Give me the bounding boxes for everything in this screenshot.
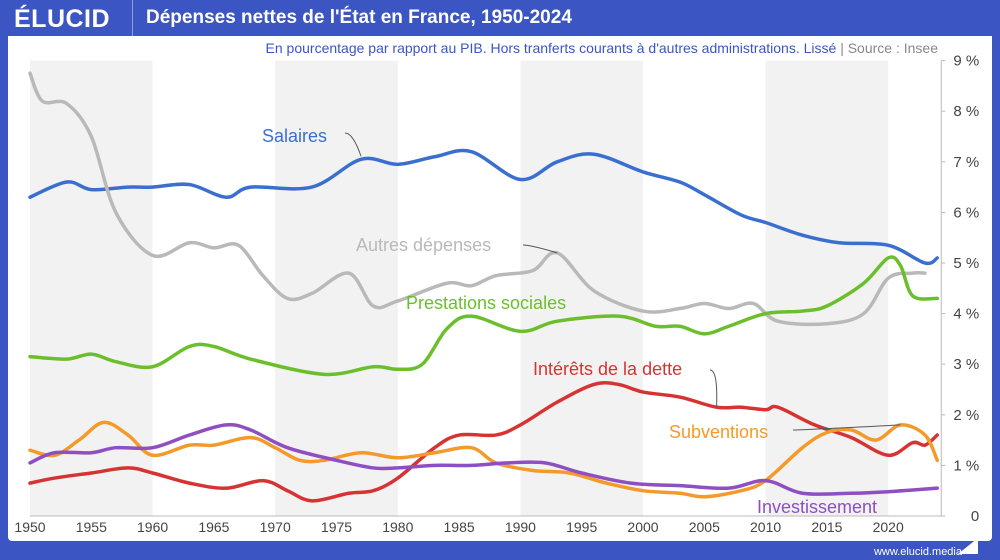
series-line-5 xyxy=(28,422,939,496)
x-tick-label: 1995 xyxy=(566,519,597,535)
y-tick-label: 4 % xyxy=(953,306,979,323)
x-tick-label: 1955 xyxy=(76,519,107,535)
decade-band xyxy=(765,60,889,516)
series-label: Prestations sociales xyxy=(406,293,566,313)
header-divider xyxy=(132,0,133,36)
logo: ÉLUCID xyxy=(14,5,111,33)
series-line-3 xyxy=(28,381,939,503)
leader-line xyxy=(709,369,718,408)
y-tick-label: 5 % xyxy=(953,255,979,272)
x-tick-label: 1975 xyxy=(321,519,352,535)
series-line-1 xyxy=(28,71,927,327)
y-tick-label: 6 % xyxy=(953,204,979,221)
decade-band xyxy=(275,60,398,516)
subtitle-text: En pourcentage par rapport au PIB. Hors … xyxy=(265,40,837,56)
x-tick-label: 1985 xyxy=(444,519,475,535)
series-label: Autres dépenses xyxy=(356,235,491,255)
series-line-0 xyxy=(28,148,939,266)
x-tick-label: 1960 xyxy=(137,519,168,535)
y-tick-label: 9 % xyxy=(953,53,979,70)
y-tick-label: 7 % xyxy=(953,154,979,171)
x-tick-label: 1965 xyxy=(198,519,229,535)
x-tick-label: 1990 xyxy=(505,519,536,535)
series-label: Subventions xyxy=(669,422,768,442)
x-tick-label: 2000 xyxy=(627,519,658,535)
x-tick-label: 2010 xyxy=(750,519,781,535)
x-tick-label: 1950 xyxy=(14,519,45,535)
decade-band xyxy=(520,60,643,516)
y-tick-label: 2 % xyxy=(953,407,979,424)
source-separator: | xyxy=(840,40,844,56)
series-line-2 xyxy=(28,255,939,377)
y-tick-label: 8 % xyxy=(953,103,979,120)
y-tick-label: 0 xyxy=(971,508,979,525)
leader-line xyxy=(522,244,558,254)
y-tick-label: 1 % xyxy=(953,457,979,474)
series-label: Intérêts de la dette xyxy=(533,359,682,379)
x-tick-label: 1970 xyxy=(260,519,291,535)
x-tick-label: 2015 xyxy=(811,519,842,535)
source-text: Source : Insee xyxy=(847,40,938,56)
x-tick-label: 2020 xyxy=(873,519,904,535)
series-label: Salaires xyxy=(262,126,327,146)
series-label: Investissement xyxy=(757,497,877,517)
header: ÉLUCID Dépenses nettes de l'État en Fran… xyxy=(0,0,1000,36)
series-line-4 xyxy=(28,420,939,499)
x-tick-label: 2005 xyxy=(689,519,720,535)
leader-line xyxy=(792,424,901,431)
chart-subtitle: En pourcentage par rapport au PIB. Hors … xyxy=(266,40,938,56)
x-tick-label: 1980 xyxy=(382,519,413,535)
footer-url[interactable]: www.elucid.media xyxy=(873,546,962,558)
leader-line xyxy=(344,132,362,157)
chart-title: Dépenses nettes de l'État en France, 195… xyxy=(146,7,572,28)
y-tick-label: 3 % xyxy=(953,356,979,373)
